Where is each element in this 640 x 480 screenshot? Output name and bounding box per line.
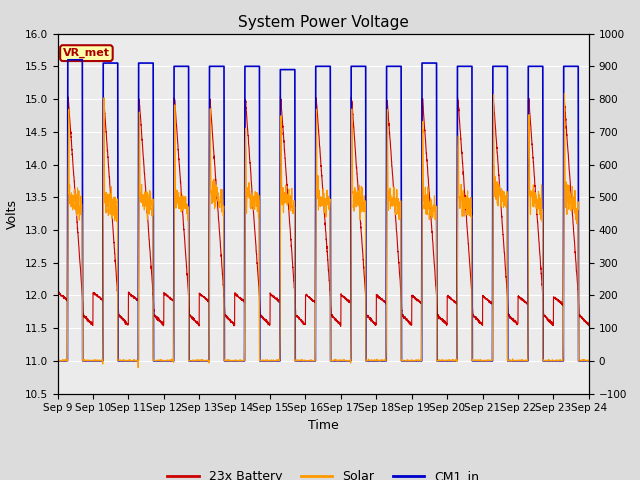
Title: System Power Voltage: System Power Voltage [238, 15, 408, 30]
X-axis label: Time: Time [308, 419, 339, 432]
Text: VR_met: VR_met [63, 48, 110, 58]
Y-axis label: Volts: Volts [6, 199, 19, 228]
Legend: 23x Battery, Solar, CM1_in: 23x Battery, Solar, CM1_in [163, 465, 484, 480]
